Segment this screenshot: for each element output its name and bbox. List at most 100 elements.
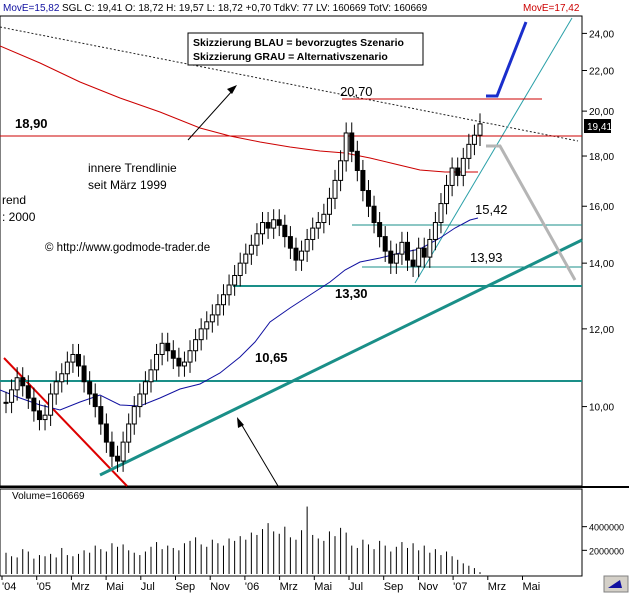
volume-tick-label: 2000000 [589, 546, 624, 556]
x-axis-ticks: '04 '05 Mrz Mai Jul Sep Nov '06 Mrz Mai Jul Sep Nov '… [1, 576, 540, 593]
candle-body [388, 250, 394, 264]
y-tick-label: 20,00 [589, 107, 614, 118]
candle-body [209, 314, 215, 323]
candle-body [31, 397, 37, 412]
scenario-legend-line-2: Skizzierung GRAU = Alternativszenario [193, 51, 388, 63]
candle-body [232, 275, 238, 286]
candle-body [131, 406, 137, 425]
candle-body [349, 132, 355, 152]
candle-body [109, 441, 115, 457]
candle-body [399, 241, 405, 255]
candle-body [310, 227, 316, 240]
candle-body [293, 247, 299, 261]
x-tick-label: '04 [2, 581, 16, 593]
candle-body [126, 423, 132, 443]
candle-body [410, 259, 416, 267]
x-tick-label: Mrz [488, 581, 506, 593]
candle-body [115, 455, 121, 462]
candle-body [137, 393, 143, 408]
candle-body [193, 339, 199, 352]
candle-body [181, 361, 187, 367]
candle-body [154, 353, 160, 371]
grey-scenario-projection [486, 144, 577, 281]
trendline-arrow [187, 89, 234, 141]
label-resistance-1890: 18,90 [15, 116, 48, 131]
candle-body [365, 190, 371, 207]
candle-body [332, 179, 338, 199]
candle-body [354, 150, 360, 171]
candle-body [248, 244, 254, 255]
candle-body [287, 236, 293, 249]
candle-body [282, 224, 288, 238]
candle-body [92, 393, 98, 408]
last-price-tag [584, 119, 611, 133]
candle-body [170, 350, 176, 359]
long-uptrend-line [99, 238, 583, 477]
candle-body [237, 262, 243, 277]
y-tick-label: 12,00 [589, 325, 614, 336]
x-tick-label: Jul [141, 581, 155, 593]
candle-body [260, 222, 266, 235]
candle-body [477, 123, 483, 136]
label-left-cut-2: : 2000 [2, 210, 36, 224]
candle-body [343, 132, 349, 162]
candle-body [382, 236, 388, 252]
candle-body [271, 219, 277, 229]
price-candles [3, 113, 483, 472]
uptrend-arrow [239, 421, 279, 487]
candle-body [142, 381, 148, 395]
scroll-arrow-icon [608, 580, 622, 588]
x-tick-label: Mai [106, 581, 124, 593]
scenario-legend-box [187, 32, 424, 66]
candle-body [321, 213, 327, 224]
y-tick-label: 10,00 [589, 403, 614, 414]
y-tick-label: 14,00 [589, 259, 614, 270]
candle-body [98, 406, 104, 425]
candle-body [103, 423, 109, 443]
header-move-short: MovE=15,82 [3, 3, 60, 14]
candle-body [75, 353, 81, 367]
candle-body [3, 401, 9, 404]
candle-body [215, 304, 221, 316]
candle-body [176, 357, 182, 367]
candle-body [460, 157, 466, 176]
y-tick-label: 18,00 [589, 152, 614, 163]
label-level-1542: 15,42 [475, 202, 508, 217]
candle-body [421, 247, 427, 258]
steep-uptrend-line [414, 17, 573, 284]
label-peak-2070: 20,70 [340, 84, 373, 99]
candle-body [165, 342, 171, 352]
header-bar: MovE=15,82 SGL C: 19,41 O: 18,72 H: 19,5… [3, 3, 580, 14]
candle-body [48, 393, 54, 416]
x-tick-label: Nov [418, 581, 438, 593]
candle-body [254, 233, 260, 246]
candle-body [455, 167, 461, 176]
candle-body [276, 219, 282, 226]
last-price-tag-text: 19,41 [587, 122, 612, 133]
label-level-1065: 10,65 [255, 350, 288, 365]
x-tick-label: Nov [210, 581, 230, 593]
candle-body [220, 294, 226, 306]
candle-body [326, 197, 332, 215]
label-level-1330: 13,30 [335, 286, 368, 301]
candle-body [14, 377, 20, 391]
y-tick-label: 22,00 [589, 66, 614, 77]
candle-body [299, 250, 305, 261]
candle-body [42, 414, 48, 421]
volume-tick-label: 4000000 [589, 523, 624, 533]
x-tick-label: '05 [37, 581, 51, 593]
candle-body [36, 410, 42, 421]
x-tick-label: '06 [245, 581, 259, 593]
candle-body [377, 222, 383, 238]
scenario-legend-line-1: Skizzierung BLAU = bevorzugtes Szenario [193, 37, 404, 49]
candle-body [471, 134, 477, 145]
candle-body [405, 241, 411, 261]
x-tick-label: Mrz [71, 581, 89, 593]
x-tick-label: Sep [176, 581, 196, 593]
x-tick-label: Mrz [280, 581, 298, 593]
candle-body [338, 160, 344, 181]
x-tick-label: Jul [349, 581, 363, 593]
candle-body [371, 205, 377, 224]
header-quote: SGL C: 19,41 O: 18,72 H: 19,57 L: 18,72 … [62, 3, 428, 14]
